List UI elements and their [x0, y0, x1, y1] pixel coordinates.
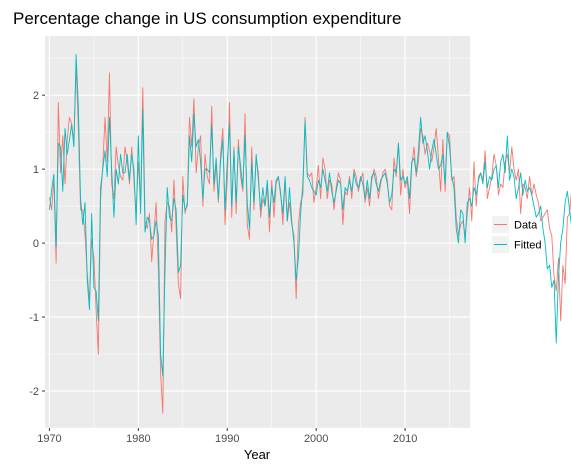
x-tick-label: 1990: [215, 433, 239, 445]
series-layer: [49, 54, 571, 414]
y-axis: -2 -1 0 1 2: [29, 90, 45, 398]
y-tick-label: -2: [29, 386, 39, 398]
x-tick-label: 2010: [393, 433, 417, 445]
x-tick-label: 1980: [126, 433, 150, 445]
x-tick-label: 1970: [37, 433, 61, 445]
plot-panel: [45, 36, 470, 428]
minor-gridlines: [45, 36, 470, 429]
y-tick-label: 0: [33, 238, 39, 250]
y-tick-label: 2: [33, 90, 39, 102]
x-axis-title: Year: [244, 447, 271, 462]
series-line-fitted: [49, 54, 571, 377]
y-tick-label: 1: [33, 164, 39, 176]
legend-label-data: Data: [514, 220, 538, 232]
x-axis: 1970 1980 1990 2000 2010: [37, 428, 417, 445]
chart-title: Percentage change in US consumption expe…: [13, 9, 401, 28]
y-tick-label: -1: [29, 312, 39, 324]
x-tick-label: 2000: [304, 433, 328, 445]
legend-label-fitted: Fitted: [514, 240, 542, 252]
legend: Data Fitted: [492, 216, 542, 253]
